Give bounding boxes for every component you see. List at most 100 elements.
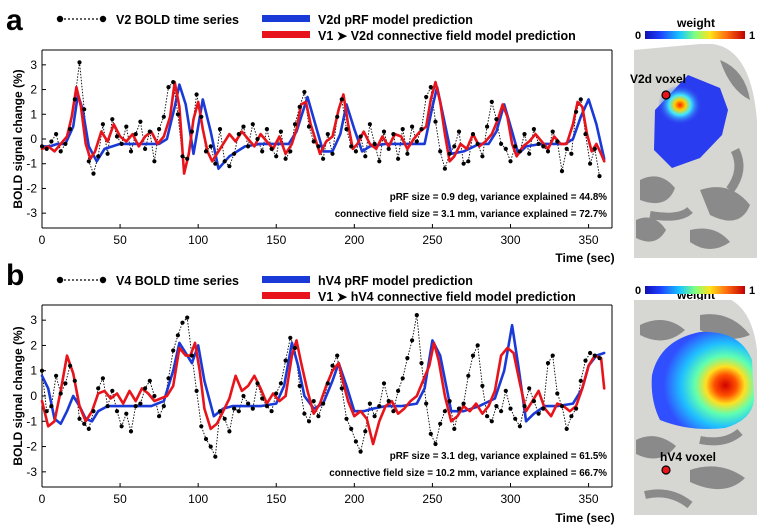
panel-a-bold-point	[536, 141, 541, 146]
panel-b-bold-point	[274, 391, 279, 396]
panel-b-bold-point	[96, 386, 101, 391]
panel-a-bold-point	[447, 151, 452, 156]
panel-b-bold-point	[110, 388, 115, 393]
panel-b-bold-point	[311, 399, 316, 404]
panel-b-bold-point	[461, 401, 466, 406]
panel-b-bold-point	[363, 429, 368, 434]
panel-b-axes	[41, 304, 613, 488]
panel-b-bold-point	[222, 416, 227, 421]
panel-a-bold-point	[564, 146, 569, 151]
panel-a-bold-point	[569, 151, 574, 156]
panel-b-bold-point	[400, 376, 405, 381]
panel-a: a V2 BOLD time series V2d pRF model pred…	[6, 4, 757, 265]
panel-b-ytick-label: 0	[30, 389, 37, 403]
panel-a-bold-point	[185, 156, 190, 161]
panel-b-bold-point	[377, 404, 382, 409]
panel-a-bold-point	[157, 127, 162, 132]
panel-b-bold-point	[68, 363, 73, 368]
legend-a-bold-label: V2 BOLD time series	[116, 13, 239, 27]
panel-a-bold-point	[44, 146, 49, 151]
panel-a-bold-point	[578, 97, 583, 102]
panel-a-ytick-label: 3	[30, 58, 37, 72]
panel-a-bold-point	[489, 99, 494, 104]
panel-b-bold-point	[405, 356, 410, 361]
panel-a-bold-point	[466, 159, 471, 164]
panel-a-bold-point	[353, 149, 358, 154]
inset-a-scale-min: 0	[635, 30, 641, 42]
panel-a-bold-point	[414, 139, 419, 144]
panel-b-bold-point	[555, 391, 560, 396]
panel-b-bold-point	[456, 406, 462, 411]
panel-a-bold-point	[194, 92, 199, 97]
panel-a-bold-point	[344, 127, 349, 132]
panel-b-weight-inset: weight 0 1 hV4 voxel	[634, 285, 757, 515]
panel-b-prf-prediction-line	[40, 323, 606, 426]
panel-b-bold-point	[217, 409, 223, 414]
panel-a-bold-point	[386, 146, 391, 151]
panel-a-ytick-label: 0	[30, 132, 37, 146]
panel-b-bold-point	[499, 409, 504, 414]
panel-a-bold-point	[541, 144, 546, 149]
panel-a-bold-point	[138, 119, 143, 124]
panel-a-bold-point	[166, 85, 171, 90]
panel-a-bold-point	[517, 149, 523, 154]
panel-b-bold-point	[367, 401, 372, 406]
panel-b: b V4 BOLD time series hV4 pRF model pred…	[6, 259, 757, 525]
panel-b-bold-point	[433, 441, 438, 447]
panel-a-bold-point	[363, 154, 368, 159]
panel-a-bold-point	[283, 156, 288, 161]
panel-b-bold-point	[321, 401, 326, 406]
panel-a-bold-point	[274, 154, 279, 159]
panel-a-bold-point	[396, 156, 401, 161]
panel-a-bold-point	[246, 144, 251, 149]
panel-b-bold-point	[44, 409, 49, 414]
panel-a-xtick-label: 350	[579, 233, 599, 247]
panel-b-bold-point	[72, 378, 77, 383]
panel-a-bold-point	[372, 141, 377, 146]
panel-b-ytick-label: -3	[26, 465, 37, 479]
panel-a-bold-point	[442, 166, 447, 171]
panel-a-bold-point	[297, 104, 302, 109]
panel-b-bold-point	[480, 383, 485, 388]
panel-a-bold-point	[128, 149, 134, 154]
panel-a-bold-point	[227, 164, 232, 169]
legend-a-cf-label: V1 ➤ V2d connective field model predicti…	[318, 29, 576, 43]
panel-a-ytick-label: -2	[26, 181, 37, 195]
panel-a-bold-point	[143, 146, 148, 151]
panel-b-bold-point	[138, 401, 143, 406]
panel-a-bold-point	[592, 146, 597, 151]
panel-a-bold-point	[433, 119, 438, 124]
panel-b-ytick-label: -1	[26, 414, 37, 428]
panel-a-bold-point	[574, 109, 579, 114]
panel-b-xtick-label: 200	[344, 492, 364, 506]
panel-a-bold-point	[508, 159, 513, 164]
panel-a-bold-point	[349, 144, 354, 149]
panel-a-bold-point	[583, 132, 588, 137]
panel-b-bold-point	[485, 414, 490, 419]
panel-b-bold-point	[372, 414, 377, 419]
panel-a-bold-point	[358, 134, 363, 139]
panel-b-bold-point	[592, 353, 597, 358]
panel-b-bold-point	[86, 426, 91, 431]
panel-b-bold-point	[466, 373, 471, 378]
panel-b-bold-point	[58, 391, 63, 396]
legend-b-bold-swatch	[56, 276, 107, 284]
legend-b-prf-swatch	[262, 276, 310, 283]
panel-b-bold-point	[189, 353, 194, 358]
panel-a-bold-point	[485, 124, 490, 129]
panel-b-bold-point	[550, 353, 555, 358]
panel-b-bold-point	[297, 383, 302, 388]
panel-a-bold-point	[39, 144, 45, 149]
panel-a-bold-point	[72, 97, 77, 102]
panel-a-legend: V2 BOLD time series V2d pRF model predic…	[56, 13, 576, 43]
panel-b-bold-point	[410, 338, 415, 343]
legend-a-prf-label: V2d pRF model prediction	[318, 13, 473, 27]
panel-a-weight-inset: weight 0 1 V2d voxel	[630, 16, 757, 258]
panel-b-bold-point	[475, 343, 480, 348]
panel-b-bold-point	[250, 406, 255, 411]
panel-b-bold-point	[199, 424, 204, 429]
panel-b-bold-point	[517, 424, 523, 429]
panel-b-bold-point	[171, 348, 176, 353]
panel-a-bold-point	[325, 132, 330, 137]
